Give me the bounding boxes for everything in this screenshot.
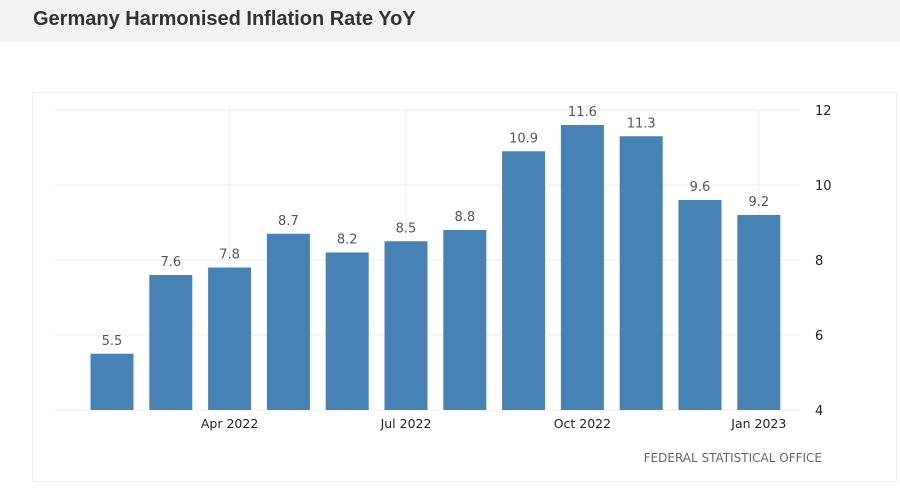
header-bar: Germany Harmonised Inflation Rate YoY xyxy=(0,0,900,42)
y-tick-label: 6 xyxy=(815,329,823,344)
chart-title: Germany Harmonised Inflation Rate YoY xyxy=(33,8,416,30)
data-label: 11.6 xyxy=(568,105,597,120)
x-tick-label: Apr 2022 xyxy=(201,416,258,431)
x-tick-label: Jul 2022 xyxy=(380,416,432,431)
data-label: 8.7 xyxy=(278,214,299,229)
y-tick-label: 10 xyxy=(815,179,832,194)
data-label: 7.8 xyxy=(219,248,240,263)
y-tick-label: 12 xyxy=(815,104,832,119)
bar-dec-2022 xyxy=(678,200,722,410)
bar-oct-2022 xyxy=(560,125,604,410)
bar-jun-2022 xyxy=(325,252,369,410)
bar-jan-2023 xyxy=(737,215,781,410)
data-label: 11.3 xyxy=(627,116,656,131)
bar-may-2022 xyxy=(266,233,310,410)
bar-aug-2022 xyxy=(443,230,487,410)
bar-nov-2022 xyxy=(619,136,663,410)
bar-apr-2022 xyxy=(208,267,252,410)
data-label: 9.2 xyxy=(748,195,769,210)
bar-sep-2022 xyxy=(502,151,546,410)
bar-jul-2022 xyxy=(384,241,428,410)
y-tick-label: 8 xyxy=(815,254,823,269)
y-tick-label: 4 xyxy=(815,404,823,419)
data-label: 5.5 xyxy=(102,334,123,349)
source-label: FEDERAL STATISTICAL OFFICE xyxy=(644,451,822,465)
x-tick-label: Jan 2023 xyxy=(730,416,786,431)
bar-feb-2022 xyxy=(90,353,134,410)
data-label: 10.9 xyxy=(509,131,538,146)
data-label: 8.2 xyxy=(337,233,358,248)
bar-mar-2022 xyxy=(149,275,193,410)
data-label: 9.6 xyxy=(690,180,711,195)
x-tick-label: Oct 2022 xyxy=(554,416,611,431)
data-label: 8.5 xyxy=(396,221,417,236)
data-label: 7.6 xyxy=(160,255,181,270)
data-label: 8.8 xyxy=(454,210,475,225)
